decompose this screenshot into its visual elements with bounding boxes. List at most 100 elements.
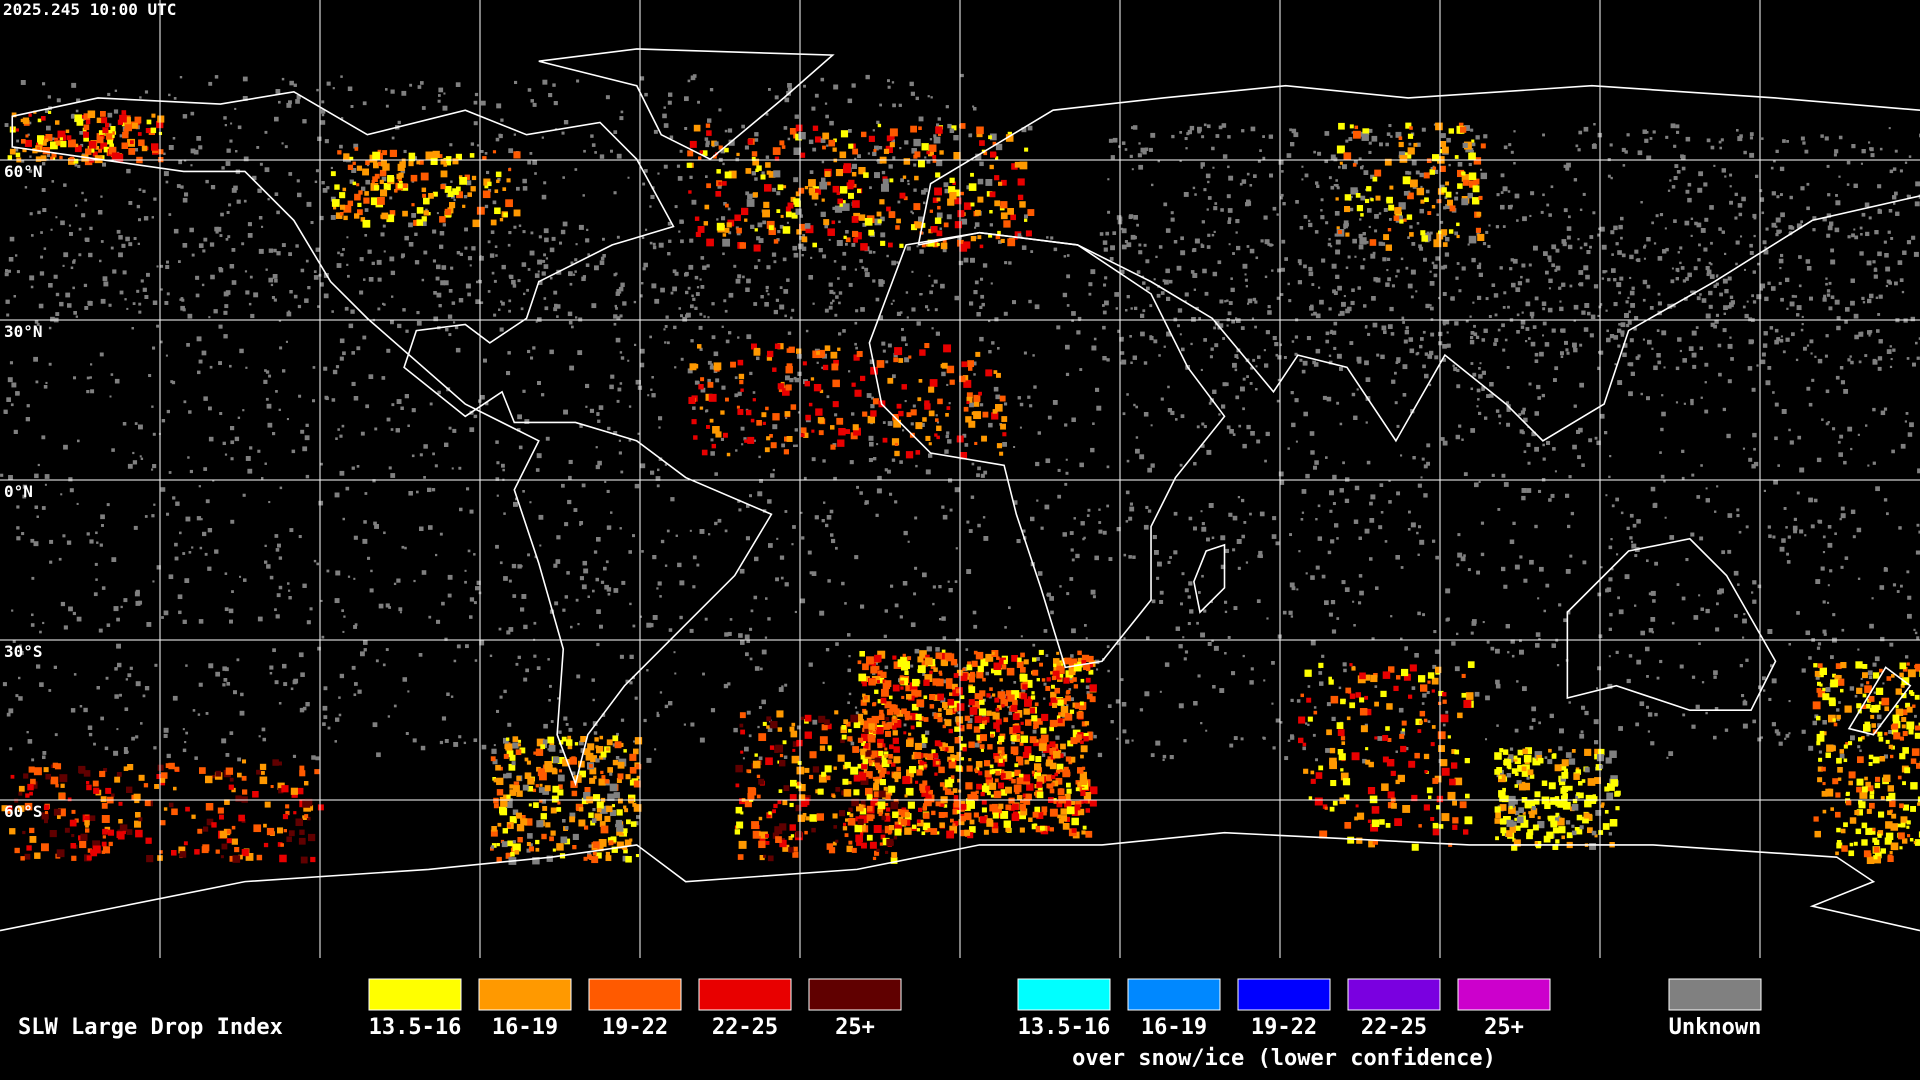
cloud-pixel (444, 637, 448, 641)
cloud-pixel (875, 665, 880, 670)
cloud-pixel (792, 525, 796, 529)
cloud-pixel (807, 550, 812, 555)
cloud-pixel (1206, 124, 1211, 129)
cloud-pixel (1180, 414, 1185, 419)
cloud-pixel (1592, 211, 1596, 215)
cloud-pixel (1907, 432, 1913, 437)
cloud-pixel (950, 775, 955, 779)
cloud-pixel (1107, 669, 1110, 673)
cloud-pixel (1822, 217, 1827, 222)
cloud-pixel (215, 230, 219, 234)
cloud-pixel (1351, 392, 1356, 397)
cloud-pixel (1675, 267, 1680, 272)
cloud-pixel (1776, 195, 1780, 199)
cloud-pixel (1552, 447, 1556, 451)
cloud-pixel (243, 156, 249, 162)
cloud-pixel (1584, 303, 1590, 308)
cloud-pixel (910, 422, 914, 426)
cloud-pixel (1388, 124, 1392, 128)
cloud-pixel (361, 186, 366, 191)
cloud-pixel (899, 147, 902, 150)
cloud-pixel (1597, 366, 1601, 371)
cloud-pixel (225, 161, 231, 166)
cloud-pixel (1059, 585, 1062, 588)
cloud-pixel (1040, 526, 1044, 530)
cloud-pixel (1570, 511, 1575, 516)
cloud-pixel (1008, 606, 1011, 609)
cloud-pixel (1000, 789, 1008, 796)
cloud-pixel (941, 371, 946, 377)
cloud-pixel (863, 769, 868, 773)
cloud-pixel (311, 755, 316, 760)
cloud-pixel (73, 673, 77, 676)
cloud-pixel (1433, 123, 1436, 126)
cloud-pixel (1202, 268, 1207, 274)
cloud-pixel (1213, 645, 1219, 651)
cloud-pixel (1089, 663, 1093, 668)
cloud-pixel (793, 177, 799, 183)
cloud-pixel (1229, 743, 1234, 748)
cloud-pixel (1081, 830, 1086, 835)
cloud-pixel (1272, 516, 1277, 521)
cloud-pixel (1847, 235, 1851, 239)
cloud-pixel (1893, 202, 1896, 205)
cloud-pixel (1317, 151, 1322, 156)
cloud-pixel (907, 540, 910, 543)
cloud-pixel (474, 659, 478, 662)
cloud-pixel (625, 679, 629, 683)
cloud-pixel (1478, 411, 1482, 416)
cloud-pixel (1423, 493, 1428, 498)
cloud-pixel (204, 552, 208, 556)
cloud-pixel (1760, 283, 1766, 289)
cloud-pixel (567, 499, 572, 505)
cloud-pixel (1742, 305, 1746, 309)
cloud-pixel (383, 531, 386, 535)
cloud-pixel (647, 394, 650, 397)
cloud-pixel (1390, 615, 1393, 618)
cloud-pixel (563, 409, 569, 415)
cloud-pixel (377, 277, 382, 282)
cloud-pixel (784, 683, 788, 687)
cloud-pixel (1521, 488, 1527, 493)
cloud-pixel (634, 696, 638, 700)
cloud-pixel (945, 434, 949, 439)
cloud-pixel (614, 304, 618, 308)
cloud-pixel (1180, 602, 1183, 606)
cloud-pixel (1130, 361, 1133, 365)
cloud-pixel (1779, 267, 1782, 270)
cloud-pixel (1363, 304, 1367, 308)
cloud-pixel (261, 477, 264, 480)
cloud-pixel (1914, 631, 1918, 635)
cloud-pixel (1242, 443, 1247, 449)
cloud-pixel (1721, 230, 1725, 234)
cloud-pixel (830, 533, 834, 537)
cloud-pixel (1063, 255, 1067, 258)
cloud-pixel (924, 828, 929, 833)
cloud-pixel (1905, 412, 1909, 415)
cloud-pixel (1673, 144, 1677, 148)
cloud-pixel (1073, 517, 1076, 520)
cloud-pixel (891, 458, 896, 462)
cloud-pixel (1415, 290, 1418, 293)
cloud-pixel (74, 163, 78, 167)
cloud-pixel (13, 429, 18, 434)
cloud-pixel (1240, 326, 1245, 330)
cloud-pixel (1256, 599, 1261, 604)
cloud-pixel (811, 457, 816, 462)
cloud-pixel (496, 103, 502, 109)
cloud-pixel (596, 537, 601, 542)
cloud-pixel (1542, 133, 1545, 137)
cloud-pixel (1264, 239, 1270, 245)
cloud-pixel (779, 304, 785, 310)
cloud-pixel (1227, 135, 1231, 139)
cloud-pixel (1749, 136, 1754, 140)
cloud-pixel (1483, 134, 1488, 139)
cloud-pixel (1594, 740, 1599, 745)
cloud-pixel (784, 510, 788, 513)
cloud-pixel (1744, 268, 1747, 271)
cloud-pixel (270, 283, 274, 287)
cloud-pixel (419, 526, 424, 532)
cloud-pixel (1849, 686, 1855, 691)
cloud-pixel (775, 298, 780, 302)
cloud-pixel (857, 718, 864, 726)
